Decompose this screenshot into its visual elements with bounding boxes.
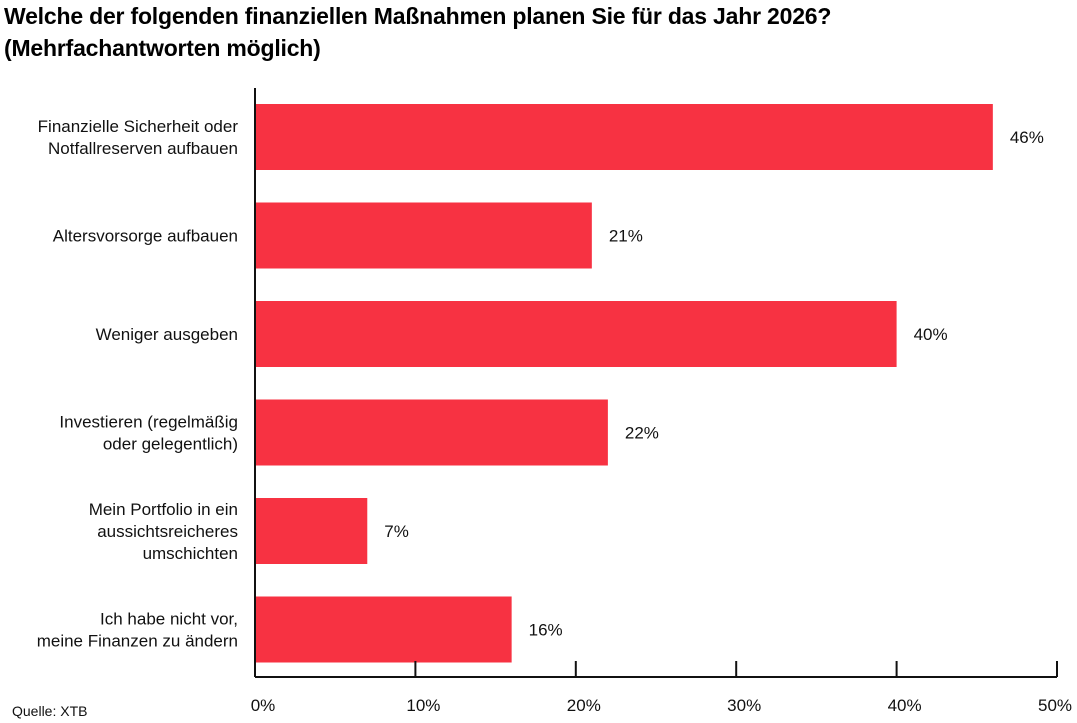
bars-group	[255, 104, 993, 663]
x-tick-label: 20%	[567, 696, 601, 715]
chart-title-line-2: (Mehrfachantworten möglich)	[4, 35, 321, 61]
value-labels-group: 46% 21% 40% 22% 7% 16%	[384, 128, 1044, 640]
x-tick-label: 30%	[727, 696, 761, 715]
value-label: 21%	[609, 227, 643, 246]
category-label-line: umschichten	[143, 544, 238, 563]
category-label: Ich habe nicht vor, meine Finanzen zu änd…	[37, 610, 238, 651]
bar	[255, 104, 993, 170]
bar	[255, 498, 368, 564]
x-tick-label: 10%	[406, 696, 440, 715]
category-label: Altersvorsorge aufbauen	[53, 227, 238, 246]
category-label: Mein Portfolio in ein aussichtsreicheres u…	[89, 500, 238, 563]
category-label-line: Weniger ausgeben	[96, 325, 238, 344]
x-tick-label: 50%	[1038, 696, 1072, 715]
value-label: 46%	[1010, 128, 1044, 147]
category-label-line: oder gelegentlich)	[103, 435, 238, 454]
x-tick-label: 0%	[251, 696, 276, 715]
chart-title: Welche der folgenden finanziellen Maßnah…	[4, 0, 831, 64]
category-label-line: Altersvorsorge aufbauen	[53, 227, 238, 246]
category-label-line: aussichtsreicheres	[97, 522, 238, 541]
category-label-line: meine Finanzen zu ändern	[37, 632, 238, 651]
category-label-line: Investieren (regelmäßig	[59, 413, 238, 432]
category-label: Investieren (regelmäßig oder gelegentlich…	[59, 413, 238, 454]
axes-group: 0% 10% 20% 30% 40% 50%	[251, 88, 1072, 715]
bar	[255, 399, 608, 466]
value-label: 7%	[384, 522, 409, 541]
category-label-line: Finanzielle Sicherheit oder	[38, 117, 239, 136]
value-label: 16%	[529, 621, 563, 640]
category-label: Weniger ausgeben	[96, 325, 238, 344]
category-label: Finanzielle Sicherheit oder Notfallreserv…	[38, 117, 239, 158]
bar	[255, 596, 512, 663]
value-label: 40%	[914, 325, 948, 344]
bar	[255, 202, 592, 269]
category-label-line: Notfallreserven aufbauen	[48, 139, 238, 158]
value-label: 22%	[625, 424, 659, 443]
category-label-line: Ich habe nicht vor,	[100, 610, 238, 629]
chart-title-line-1: Welche der folgenden finanziellen Maßnah…	[4, 3, 832, 29]
source-note: Quelle: XTB	[12, 703, 88, 719]
bar	[255, 301, 897, 367]
category-label-line: Mein Portfolio in ein	[89, 500, 238, 519]
category-labels-group: Finanzielle Sicherheit oder Notfallreserv…	[37, 117, 239, 651]
x-tick-label: 40%	[888, 696, 922, 715]
